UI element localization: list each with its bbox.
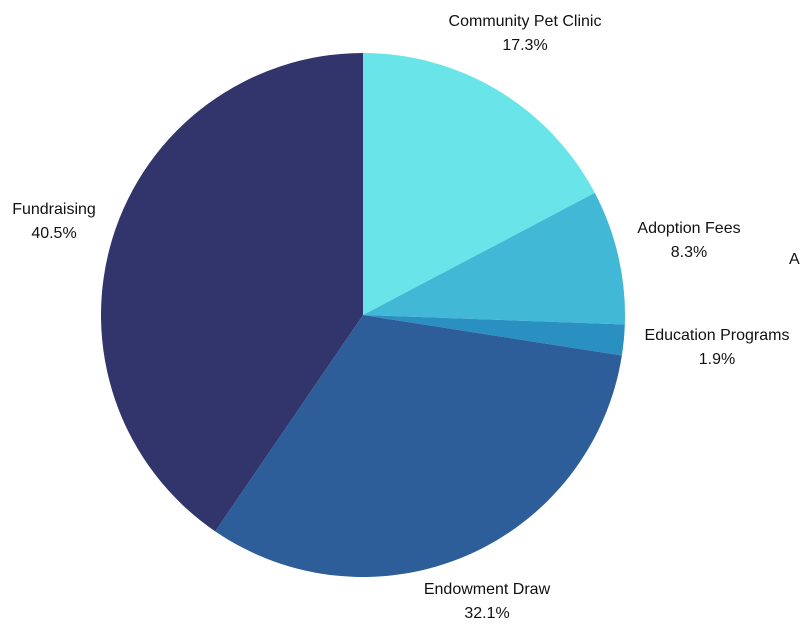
slice-percent-community-pet-clinic: 17.3% — [502, 37, 547, 54]
pie-slice-endowment-draw — [215, 315, 622, 577]
slice-percent-education-programs: 1.9% — [699, 351, 735, 368]
slice-label-community-pet-clinic: Community Pet Clinic — [449, 13, 602, 30]
slice-percent-endowment-draw: 32.1% — [464, 605, 509, 622]
slice-label-endowment-draw: Endowment Draw — [424, 581, 551, 598]
pie-slice-adoption-fees — [363, 192, 626, 325]
pie-slice-community-pet-clinic — [363, 53, 595, 315]
slice-label-education-programs: Education Programs — [645, 327, 790, 344]
stray-label: A — [789, 251, 800, 268]
pie-labels: Community Pet Clinic 17.3% Adoption Fees 8.… — [12, 13, 789, 622]
pie-slice-education-programs — [363, 315, 625, 356]
pie-slices — [100, 53, 626, 577]
pie-slice-fundraising — [100, 53, 363, 532]
slice-label-fundraising: Fundraising — [12, 201, 96, 218]
slice-percent-fundraising: 40.5% — [31, 225, 76, 242]
slice-percent-adoption-fees: 8.3% — [671, 244, 707, 261]
slice-label-adoption-fees: Adoption Fees — [637, 220, 740, 237]
